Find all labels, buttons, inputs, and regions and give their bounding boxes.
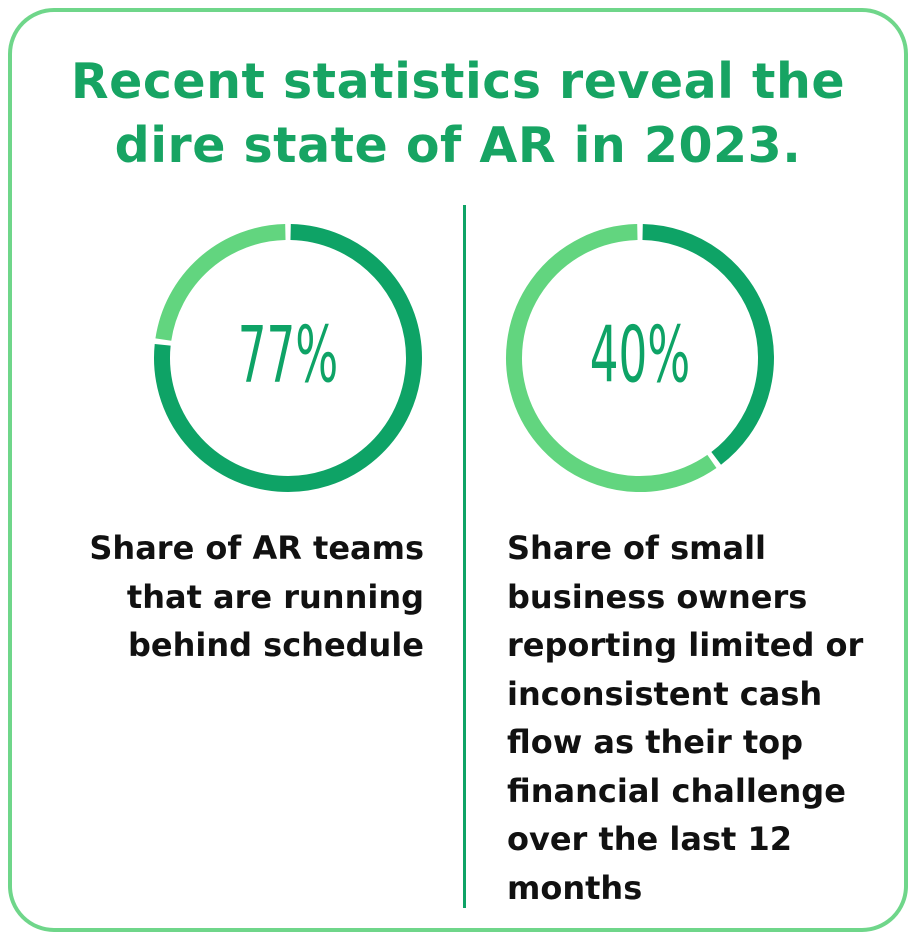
donut-arc xyxy=(154,224,422,492)
frame xyxy=(8,8,908,932)
title: Recent statistics reveal the dire state … xyxy=(70,53,846,174)
donut-label: 77% xyxy=(238,311,339,402)
donut-rest xyxy=(506,224,717,492)
caption: Share of AR teams that are running behin… xyxy=(89,529,424,664)
donut-arc xyxy=(642,224,774,465)
donut-rest xyxy=(155,224,286,341)
caption: Share of small business owners reporting… xyxy=(507,529,864,907)
donut-label: 40% xyxy=(590,311,691,402)
divider xyxy=(463,205,466,908)
